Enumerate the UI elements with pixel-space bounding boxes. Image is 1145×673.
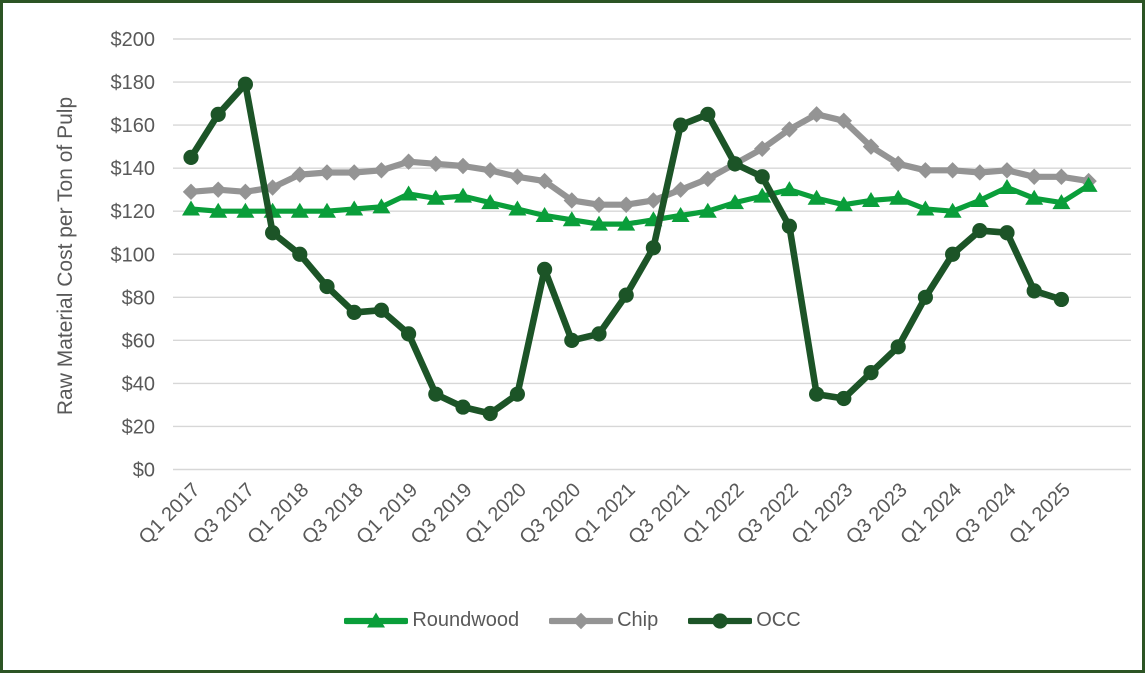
- y-tick-label: $100: [111, 244, 156, 266]
- y-tick-label: $80: [122, 287, 155, 309]
- y-tick-label: $140: [111, 158, 156, 180]
- legend-label-occ: OCC: [756, 609, 801, 631]
- line-chart-plot: $0 $20 $40 $60 $80 $100 $120 $140 $160 $180 $200 Q1…: [111, 29, 1131, 549]
- series-occ: [183, 76, 1069, 422]
- legend-label-roundwood: Roundwood: [412, 609, 520, 631]
- y-axis-title: Raw Material Cost per Ton of Pulp: [54, 96, 77, 416]
- legend: Roundwood Chip OCC: [3, 609, 1142, 632]
- y-tick-label: $60: [122, 330, 155, 352]
- y-tick-label: $20: [122, 416, 155, 438]
- x-tick-label: Q1 2025: [1005, 479, 1075, 549]
- series-chip: [182, 106, 1097, 213]
- legend-item-roundwood: Roundwood: [344, 609, 519, 632]
- y-axis-tick-labels: $0 $20 $40 $60 $80 $100 $120 $140 $160 $180 $200: [111, 29, 156, 482]
- y-tick-label: $180: [111, 72, 156, 94]
- y-tick-label: $160: [111, 115, 156, 137]
- y-tick-label: $120: [111, 201, 156, 223]
- occ-line-circle-marker-icon: [688, 612, 753, 629]
- y-tick-label: $40: [122, 373, 155, 395]
- roundwood-line-triangle-marker-icon: [344, 612, 409, 627]
- legend-item-occ: OCC: [688, 609, 801, 632]
- series-roundwood: [182, 176, 1098, 231]
- legend-label-chip: Chip: [617, 609, 659, 631]
- y-tick-label: $200: [111, 29, 156, 51]
- y-tick-label: $0: [133, 460, 155, 482]
- chip-line-diamond-marker-icon: [549, 612, 614, 629]
- legend-item-chip: Chip: [549, 609, 658, 632]
